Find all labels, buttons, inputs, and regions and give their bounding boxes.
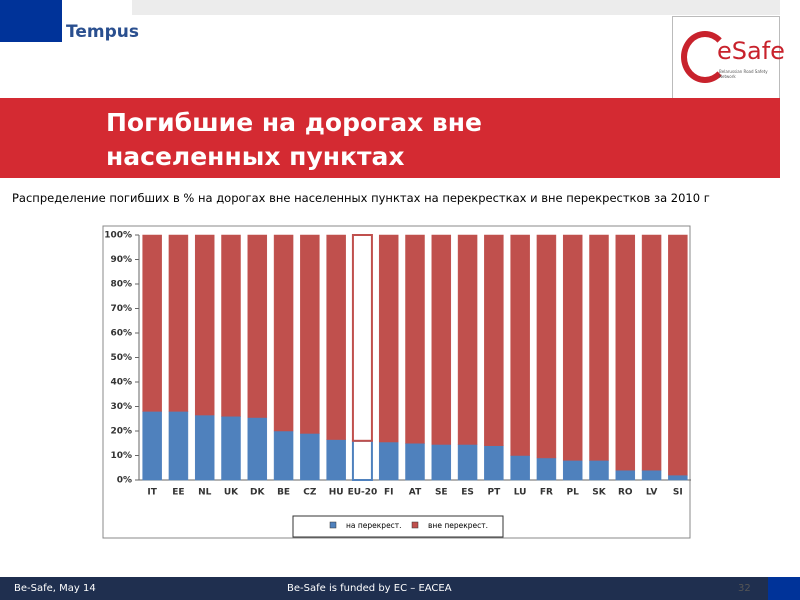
bar-segment: [562, 234, 583, 461]
x-tick-label: CZ: [303, 488, 317, 498]
bar-segment: [484, 445, 504, 481]
y-tick-label: 0%: [117, 476, 132, 486]
top-bar: [132, 0, 780, 15]
bar-segment: [326, 439, 346, 481]
page-number: 32: [738, 583, 751, 594]
legend-swatch: [329, 521, 337, 529]
x-tick-label: DK: [250, 488, 265, 498]
bar-segment: [351, 234, 373, 442]
bar-segment: [641, 234, 662, 471]
logo-mark: [681, 31, 729, 83]
footer-center: Be-Safe is funded by EC – EACEA: [287, 583, 452, 594]
bar-segment: [247, 417, 268, 481]
y-tick-label: 70%: [110, 304, 132, 314]
bar-segment: [168, 411, 189, 481]
bar-segment: [300, 234, 320, 434]
x-tick-label: BE: [277, 488, 290, 498]
bar-segment: [247, 234, 268, 418]
legend-swatch: [411, 521, 419, 529]
footer-bar: Be-Safe, May 14 Be-Safe is funded by EC …: [0, 577, 800, 600]
bar-segment: [536, 234, 557, 459]
bar-segment: [536, 457, 557, 481]
bar-segment: [221, 234, 241, 417]
bar-segment: [562, 460, 583, 481]
chart-title: Распределение погибших в % на дорогах вн…: [12, 191, 710, 205]
bar-segment: [484, 234, 504, 446]
x-tick-label: LU: [514, 488, 527, 498]
y-tick-label: 30%: [110, 402, 132, 412]
bar-segment: [405, 443, 425, 481]
bar-segment: [668, 474, 688, 481]
x-tick-label: RO: [618, 488, 633, 498]
x-tick-label: UK: [224, 488, 239, 498]
bar-segment: [668, 234, 688, 476]
x-tick-label: AT: [409, 488, 422, 498]
tempus-logo: Tempus: [66, 22, 139, 42]
bar-segment: [351, 439, 373, 481]
bar-segment: [431, 444, 452, 481]
bar-segment: [589, 234, 609, 461]
x-tick-label: FI: [384, 488, 394, 498]
bar-segment: [168, 234, 189, 412]
bar-segment: [431, 234, 452, 445]
bar-segment: [194, 234, 215, 416]
y-tick-label: 60%: [110, 329, 132, 339]
legend-label: на перекрест.: [346, 521, 402, 530]
legend: [292, 515, 504, 538]
eu-flag-small: [768, 577, 800, 600]
bar-segment: [405, 234, 425, 444]
x-tick-label: EU-20: [348, 488, 378, 498]
bar-segment: [221, 416, 241, 481]
x-tick-label: ES: [461, 488, 474, 498]
bar-segment: [457, 234, 478, 445]
x-tick-label: SI: [673, 488, 683, 498]
bar-segment: [510, 234, 530, 456]
eu-flag: [0, 0, 62, 42]
bar-segment: [142, 411, 162, 481]
bar-segment: [510, 455, 530, 481]
logo-text: eSafe: [717, 37, 785, 65]
bar-segment: [589, 460, 609, 481]
x-tick-label: FR: [540, 488, 553, 498]
bar-segment: [378, 234, 399, 443]
title-banner: Погибшие на дорогах вне населенных пункт…: [0, 98, 780, 178]
legend-label: вне перекрест.: [428, 521, 488, 530]
bar-segment: [378, 441, 399, 481]
x-tick-label: IT: [147, 488, 157, 498]
logo-sub: Belarussian Road Safety Network: [719, 69, 768, 79]
bar-segment: [142, 234, 162, 412]
y-tick-label: 40%: [110, 378, 132, 388]
x-tick-label: HU: [329, 488, 344, 498]
bar-segment: [615, 469, 636, 481]
x-tick-label: LV: [646, 488, 657, 498]
slide-title: Погибшие на дорогах вне населенных пункт…: [106, 108, 482, 171]
bar-segment: [273, 234, 294, 432]
bar-segment: [641, 469, 662, 481]
y-tick-label: 90%: [110, 255, 132, 265]
x-tick-label: SK: [592, 488, 606, 498]
bar-segment: [300, 433, 320, 481]
y-tick-label: 10%: [110, 451, 132, 461]
y-tick-label: 100%: [104, 231, 132, 241]
footer-left: Be-Safe, May 14: [14, 583, 96, 594]
x-tick-label: SE: [435, 488, 448, 498]
x-tick-label: PL: [567, 488, 580, 498]
y-tick-label: 80%: [110, 280, 132, 290]
x-tick-label: PT: [487, 488, 501, 498]
bar-segment: [273, 430, 294, 481]
bar-segment: [457, 444, 478, 481]
bar-segment: [615, 234, 636, 471]
bar-segment: [194, 414, 215, 481]
y-tick-label: 20%: [110, 427, 132, 437]
x-tick-label: NL: [198, 488, 212, 498]
x-tick-label: EE: [172, 488, 184, 498]
y-tick-label: 50%: [110, 353, 132, 363]
bar-segment: [326, 234, 346, 440]
